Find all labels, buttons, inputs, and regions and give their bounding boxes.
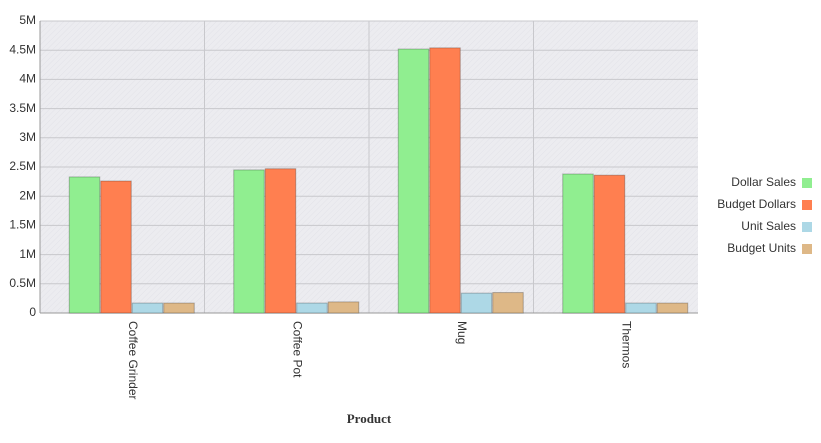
bar xyxy=(429,47,461,314)
y-tick-label: 3.5M xyxy=(9,101,36,115)
y-tick-label: 3M xyxy=(19,130,36,144)
legend-label: Unit Sales xyxy=(741,219,796,233)
legend-swatch xyxy=(802,200,812,210)
legend-swatch xyxy=(802,222,812,232)
bar xyxy=(296,302,328,314)
x-tick-label: Thermos xyxy=(620,321,634,368)
bar xyxy=(397,48,430,314)
legend-swatch xyxy=(802,178,812,188)
y-tick-label: 0.5M xyxy=(9,276,36,290)
y-tick-label: 2M xyxy=(19,188,36,202)
bar xyxy=(68,176,101,314)
y-tick-label: 1.5M xyxy=(9,218,36,232)
bar xyxy=(625,302,657,314)
x-tick-label: Mug xyxy=(455,321,469,344)
y-tick-label: 4M xyxy=(19,72,36,86)
y-tick-label: 5M xyxy=(19,13,36,27)
x-tick-label: Coffee Pot xyxy=(291,321,305,378)
legend-swatch xyxy=(802,244,812,254)
legend-label: Budget Dollars xyxy=(717,197,796,211)
bar xyxy=(593,174,626,314)
x-axis-title: Product xyxy=(347,411,392,426)
bar xyxy=(100,180,132,314)
bar xyxy=(460,292,493,314)
bar xyxy=(656,302,689,314)
y-tick-label: 0 xyxy=(29,305,36,319)
bar xyxy=(492,292,524,314)
bar xyxy=(233,169,265,314)
bar xyxy=(562,173,594,314)
legend-label: Dollar Sales xyxy=(731,175,796,189)
bar xyxy=(163,302,195,314)
y-tick-label: 4.5M xyxy=(9,42,36,56)
y-tick-label: 1M xyxy=(19,247,36,261)
legend-label: Budget Units xyxy=(727,241,796,255)
bar xyxy=(327,301,360,314)
bar xyxy=(131,302,164,314)
bar xyxy=(264,168,297,314)
y-tick-label: 2.5M xyxy=(9,159,36,173)
x-tick-label: Coffee Grinder xyxy=(126,321,140,400)
